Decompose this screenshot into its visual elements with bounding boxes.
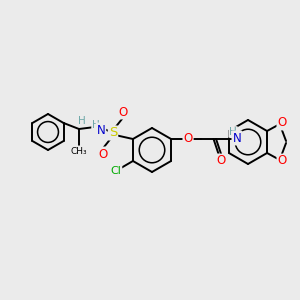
Text: Cl: Cl — [110, 166, 122, 176]
Text: H: H — [92, 120, 100, 130]
Text: O: O — [278, 116, 287, 130]
Text: H: H — [78, 116, 86, 126]
Text: O: O — [98, 148, 108, 160]
Text: S: S — [109, 127, 117, 140]
Text: O: O — [118, 106, 127, 118]
Text: H: H — [229, 127, 237, 137]
Text: O: O — [278, 154, 287, 167]
Text: O: O — [183, 133, 193, 146]
Text: O: O — [216, 154, 226, 167]
Text: N: N — [233, 131, 242, 145]
Text: CH₃: CH₃ — [71, 146, 87, 155]
Text: N: N — [97, 124, 105, 136]
